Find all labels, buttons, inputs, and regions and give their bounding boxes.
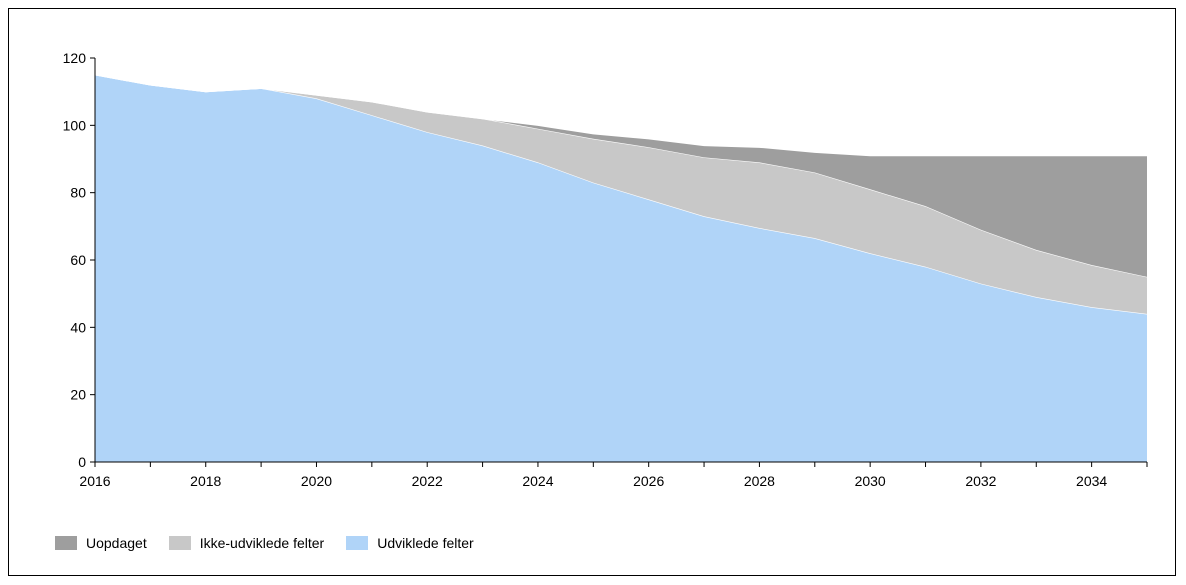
x-tick-label: 2030 bbox=[855, 473, 886, 489]
x-tick-label: 2016 bbox=[79, 473, 110, 489]
legend-label: Uopdaget bbox=[86, 535, 147, 551]
y-tick-label: 0 bbox=[78, 454, 86, 470]
legend-swatch bbox=[55, 536, 77, 550]
area-ikke-udviklede-felter bbox=[95, 74, 1147, 314]
area-edge-2 bbox=[94, 74, 1147, 157]
legend-item: Udviklede felter bbox=[346, 535, 474, 551]
area-layer bbox=[94, 74, 1148, 462]
legend-item: Ikke-udviklede felter bbox=[168, 535, 325, 551]
legend-swatch bbox=[346, 536, 369, 550]
x-tick-label: 2018 bbox=[190, 473, 221, 489]
legend-swatch bbox=[168, 536, 191, 550]
x-tick-label: 2026 bbox=[633, 473, 664, 489]
x-tick-label: 2020 bbox=[301, 473, 332, 489]
stacked-area-chart: 0 20 40 60 80 100 120 2016 2018 2020 2022 2024 2026 2… bbox=[63, 50, 1148, 489]
axes-layer: 0 20 40 60 80 100 120 2016 2018 2020 2022 2024 2026 2… bbox=[63, 50, 1148, 489]
legend-label: Ikke-udviklede felter bbox=[199, 535, 325, 551]
legend-label: Udviklede felter bbox=[377, 535, 474, 551]
area-uopdaget bbox=[95, 74, 1147, 277]
area-udviklede-felter bbox=[95, 74, 1147, 462]
x-tick-label: 2034 bbox=[1076, 473, 1107, 489]
y-tick-label: 20 bbox=[70, 387, 86, 403]
x-tick-label: 2022 bbox=[412, 473, 443, 489]
chart-frame: 0 20 40 60 80 100 120 2016 2018 2020 2022 2024 2026 2… bbox=[8, 8, 1176, 576]
y-tick-label: 100 bbox=[63, 117, 87, 133]
y-tick-label: 60 bbox=[70, 252, 86, 268]
x-tick-label: 2024 bbox=[522, 473, 553, 489]
x-tick-label: 2032 bbox=[965, 473, 996, 489]
legend-item: Uopdaget bbox=[55, 535, 147, 551]
x-tick-label: 2028 bbox=[744, 473, 775, 489]
y-tick-label: 80 bbox=[70, 185, 86, 201]
y-tick-label: 40 bbox=[70, 319, 86, 335]
y-tick-label: 120 bbox=[63, 50, 87, 66]
legend: Uopdaget Ikke-udviklede felter Udviklede f… bbox=[55, 535, 496, 551]
